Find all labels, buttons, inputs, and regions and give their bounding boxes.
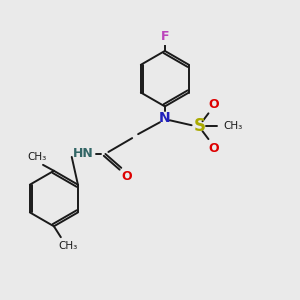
Text: O: O bbox=[208, 98, 219, 111]
Text: O: O bbox=[121, 170, 131, 183]
Text: HN: HN bbox=[73, 148, 94, 160]
Text: N: N bbox=[159, 111, 171, 125]
Text: CH₃: CH₃ bbox=[27, 152, 47, 162]
Text: O: O bbox=[208, 142, 219, 154]
Text: S: S bbox=[194, 117, 206, 135]
Text: F: F bbox=[160, 30, 169, 43]
Text: CH₃: CH₃ bbox=[58, 241, 77, 251]
Text: CH₃: CH₃ bbox=[224, 121, 243, 131]
